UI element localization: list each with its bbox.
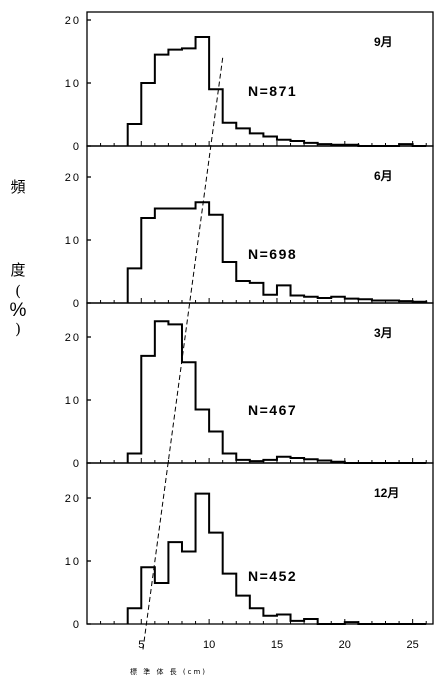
histogram-bin (182, 48, 196, 146)
x-tick-label: 10 (203, 639, 215, 651)
y-tick-label: 0 (73, 141, 81, 153)
histogram-bin (277, 140, 291, 146)
histogram-bin (263, 295, 277, 303)
histogram-bin (318, 298, 332, 303)
trend-line (142, 57, 224, 653)
y-tick-label: 10 (65, 235, 81, 247)
histogram-bin (345, 622, 359, 624)
histogram-bin (236, 128, 250, 146)
histogram-bin (141, 218, 155, 303)
histogram-bin (196, 494, 210, 624)
histogram-bin (250, 133, 264, 146)
histogram-bin (291, 458, 305, 463)
histogram-bin (155, 583, 169, 624)
y-tick-label: 20 (65, 493, 81, 505)
histogram-bin (182, 552, 196, 624)
x-tick-label: 5 (138, 639, 144, 651)
histogram-bin (155, 321, 169, 463)
histogram-bin (128, 124, 142, 146)
histogram-panel-4: 0 10 20 12月 N=452 (65, 462, 434, 631)
histogram-bin (182, 362, 196, 463)
histogram-bin (128, 454, 142, 463)
x-tick-label: 15 (271, 639, 283, 651)
histogram-bin (223, 123, 237, 146)
histogram-bin (155, 55, 169, 146)
histogram-bin (291, 295, 305, 303)
y-axis-label-char-2: 度 (10, 261, 26, 279)
histogram-bin (196, 37, 210, 146)
x-tick-label: 25 (407, 639, 419, 651)
histogram-outline (126, 201, 428, 303)
histogram-bin (141, 356, 155, 463)
y-axis-label-char-1: 頻 (10, 178, 26, 196)
y-tick-label: 0 (73, 458, 81, 470)
histogram-bin (196, 202, 210, 303)
sample-size-label: N=698 (248, 246, 297, 262)
histogram-bin (345, 299, 359, 303)
sample-size-label: N=871 (248, 83, 297, 99)
y-axis-label: 頻 度 ( % ) (7, 180, 29, 337)
y-tick-label: 10 (65, 556, 81, 568)
histogram-bin (128, 268, 142, 303)
histogram-bin (209, 432, 223, 464)
y-tick-label: 20 (65, 15, 81, 27)
histogram-panel-2: 0 10 20 6月 N=698 (65, 145, 434, 310)
y-tick-label: 10 (65, 395, 81, 407)
histogram-bin (168, 542, 182, 624)
y-tick-label: 20 (65, 332, 81, 344)
histogram-bin (223, 454, 237, 463)
histogram-bin (236, 596, 250, 624)
month-label: 6月 (374, 169, 393, 183)
histogram-bin (168, 209, 182, 304)
histogram-bin (291, 141, 305, 146)
histogram-bin (304, 297, 318, 303)
histogram-bin (196, 409, 210, 463)
histogram-bin (263, 616, 277, 624)
y-axis-label-paren-open: ( (15, 282, 21, 300)
sample-size-label: N=452 (248, 568, 297, 584)
histogram-bin (223, 262, 237, 303)
histogram-bin (223, 574, 237, 624)
month-label: 12月 (374, 486, 399, 500)
histogram-bin (291, 621, 305, 624)
x-axis-label: 標 準 体 長 (cm) (130, 668, 208, 676)
histogram-bin (263, 137, 277, 146)
histogram-bin (128, 608, 142, 624)
histogram-bin (209, 89, 223, 146)
y-tick-label: 0 (73, 619, 81, 631)
histogram-bin (209, 533, 223, 624)
histogram-bin (236, 281, 250, 303)
histogram-bin (277, 457, 291, 463)
y-tick-label: 10 (65, 78, 81, 90)
histogram-bin (331, 297, 345, 303)
histogram-bin (250, 283, 264, 303)
histogram-bin (168, 50, 182, 146)
y-tick-label: 0 (73, 298, 81, 310)
histogram-panel-3: 0 10 20 3月 N=467 (65, 302, 434, 470)
y-tick-label: 20 (65, 172, 81, 184)
histogram-bin (304, 619, 318, 624)
histogram-bin (277, 285, 291, 303)
x-tick-label: 20 (339, 639, 351, 651)
histogram-bin (277, 615, 291, 624)
histogram-outline (126, 492, 427, 625)
histogram-bin (182, 209, 196, 304)
month-label: 3月 (374, 326, 393, 340)
y-axis-label-percent: % (9, 300, 27, 321)
panel-frame (86, 462, 434, 625)
histogram-panel-1: 0 10 20 9月 N=871 (65, 11, 434, 153)
month-label: 9月 (374, 35, 393, 49)
histogram-bin (141, 83, 155, 146)
y-axis-label-paren-close: ) (15, 320, 21, 338)
histogram-bin (155, 209, 169, 304)
sample-size-label: N=467 (248, 402, 297, 418)
histogram-bin (250, 608, 264, 624)
histogram-bin (209, 215, 223, 303)
